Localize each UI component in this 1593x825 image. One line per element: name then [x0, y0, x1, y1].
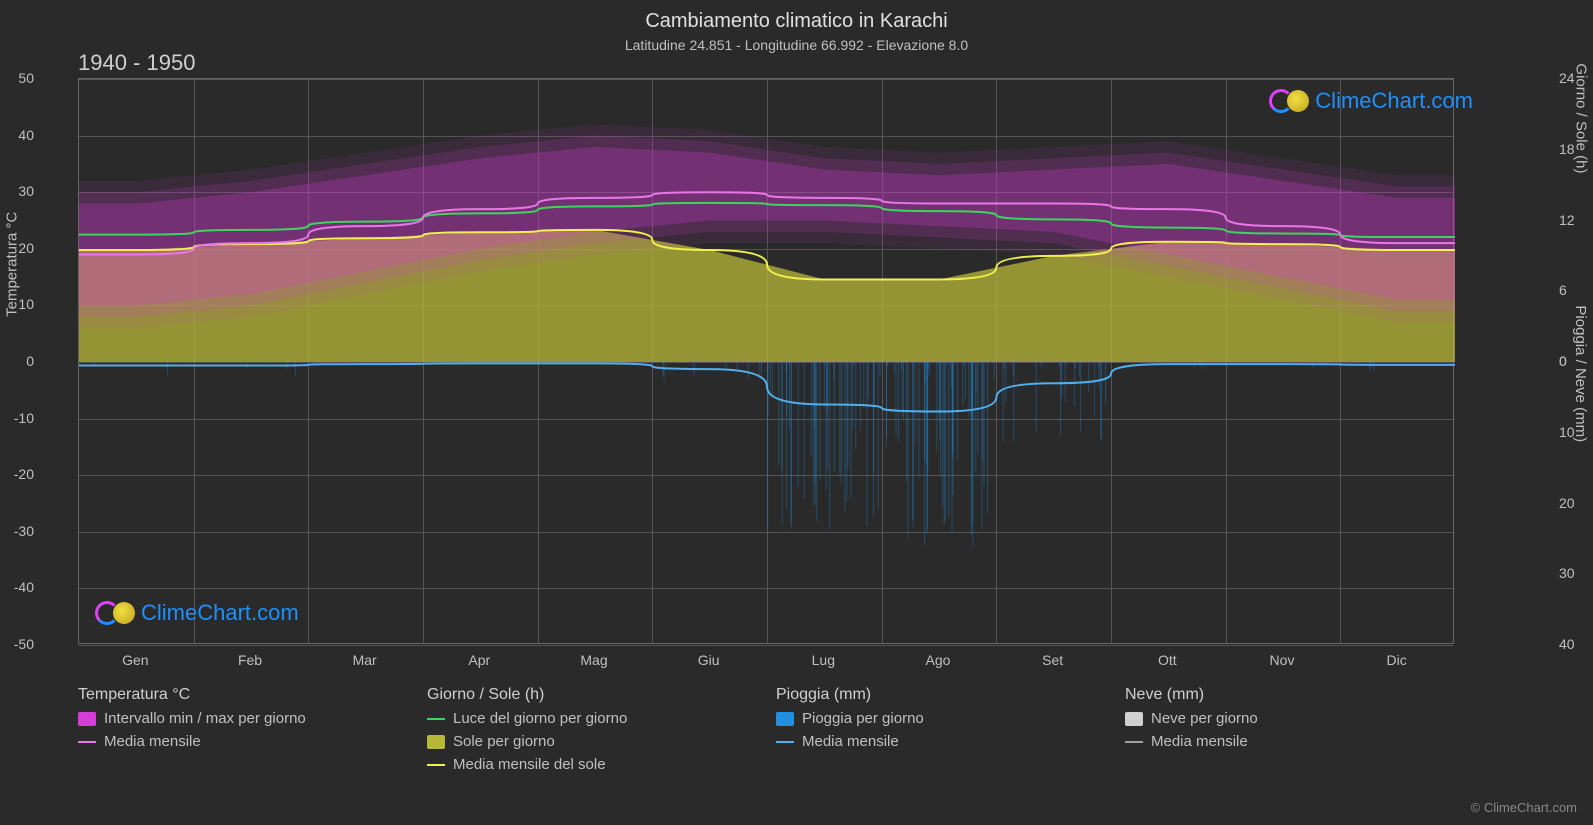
- y-tick-right-top: 24: [1559, 70, 1575, 86]
- year-range-label: 1940 - 1950: [78, 50, 195, 76]
- x-tick-month: Feb: [238, 652, 262, 668]
- y-tick-right-bottom: 40: [1559, 636, 1575, 652]
- legend-item-label: Media mensile: [1151, 733, 1248, 750]
- legend-item-label: Media mensile: [802, 733, 899, 750]
- legend-line-icon: [427, 764, 445, 766]
- x-tick-month: Lug: [812, 652, 835, 668]
- legend-line-icon: [427, 718, 445, 720]
- legend-item: Media mensile: [1125, 733, 1454, 750]
- legend-item-label: Intervallo min / max per giorno: [104, 710, 306, 727]
- watermark-logo: ClimeChart.com: [1269, 88, 1473, 114]
- data-svg: [79, 79, 1453, 643]
- y-tick-right-bottom: 30: [1559, 565, 1575, 581]
- legend-item: Media mensile: [776, 733, 1105, 750]
- y-tick-left: 20: [18, 240, 34, 256]
- legend-line-icon: [1125, 741, 1143, 743]
- legend-item-label: Media mensile del sole: [453, 756, 606, 773]
- x-tick-month: Set: [1042, 652, 1063, 668]
- legend-line-icon: [78, 741, 96, 743]
- y-tick-left: -20: [14, 466, 34, 482]
- legend-item-label: Sole per giorno: [453, 733, 555, 750]
- legend: Temperatura °C Intervallo min / max per g…: [78, 686, 1454, 779]
- x-tick-month: Mag: [580, 652, 607, 668]
- x-tick-month: Gen: [122, 652, 148, 668]
- legend-group-title: Giorno / Sole (h): [427, 686, 756, 704]
- y-tick-right-bottom: 20: [1559, 495, 1575, 511]
- chart-title: Cambiamento climatico in Karachi: [0, 0, 1593, 33]
- y-tick-left: 10: [18, 296, 34, 312]
- legend-group: Giorno / Sole (h) Luce del giorno per gio…: [427, 686, 756, 779]
- y-tick-right-top: 12: [1559, 212, 1575, 228]
- y-tick-left: 0: [26, 353, 34, 369]
- y-tick-left: -10: [14, 410, 34, 426]
- x-tick-month: Mar: [353, 652, 377, 668]
- x-axis: Gen Feb Mar Apr Mag Giu Lug Ago Set Ott Nov Dic: [78, 644, 1454, 674]
- x-tick-month: Ago: [926, 652, 951, 668]
- watermark-text: ClimeChart.com: [1315, 88, 1473, 114]
- legend-item: Neve per giorno: [1125, 710, 1454, 727]
- legend-item: Pioggia per giorno: [776, 710, 1105, 727]
- y-tick-right-top: 6: [1559, 282, 1567, 298]
- legend-group: Neve (mm) Neve per giorno Media mensile: [1125, 686, 1454, 779]
- legend-item: Luce del giorno per giorno: [427, 710, 756, 727]
- x-tick-month: Nov: [1270, 652, 1295, 668]
- x-tick-month: Giu: [698, 652, 720, 668]
- y-tick-left: -50: [14, 636, 34, 652]
- climate-chart: Cambiamento climatico in Karachi Latitud…: [0, 0, 1593, 825]
- legend-item: Media mensile del sole: [427, 756, 756, 773]
- rain-mean-line: [79, 363, 1455, 411]
- legend-group: Temperatura °C Intervallo min / max per g…: [78, 686, 407, 779]
- legend-swatch-icon: [78, 712, 96, 726]
- legend-item: Intervallo min / max per giorno: [78, 710, 407, 727]
- legend-item-label: Luce del giorno per giorno: [453, 710, 627, 727]
- logo-sun-icon: [113, 602, 135, 624]
- x-tick-month: Dic: [1387, 652, 1407, 668]
- watermark-logo: ClimeChart.com: [95, 600, 299, 626]
- legend-item-label: Media mensile: [104, 733, 201, 750]
- plot-area: [78, 78, 1454, 644]
- y-tick-right-bottom: 10: [1559, 424, 1575, 440]
- legend-swatch-icon: [776, 712, 794, 726]
- legend-group-title: Pioggia (mm): [776, 686, 1105, 704]
- y-tick-left: 40: [18, 127, 34, 143]
- legend-item-label: Pioggia per giorno: [802, 710, 924, 727]
- legend-group: Pioggia (mm) Pioggia per giorno Media mens…: [776, 686, 1105, 779]
- x-tick-month: Ott: [1158, 652, 1177, 668]
- legend-group-title: Temperatura °C: [78, 686, 407, 704]
- legend-group-title: Neve (mm): [1125, 686, 1454, 704]
- y-tick-left: 30: [18, 183, 34, 199]
- logo-sun-icon: [1287, 90, 1309, 112]
- watermark-text: ClimeChart.com: [141, 600, 299, 626]
- legend-item: Sole per giorno: [427, 733, 756, 750]
- y-tick-left: -30: [14, 523, 34, 539]
- x-tick-month: Apr: [468, 652, 490, 668]
- chart-subtitle: Latitudine 24.851 - Longitudine 66.992 -…: [0, 33, 1593, 53]
- legend-swatch-icon: [1125, 712, 1143, 726]
- y-axis-right-top-label: Giorno / Sole (h): [1573, 63, 1590, 173]
- copyright-text: © ClimeChart.com: [1471, 800, 1577, 815]
- y-tick-left: -40: [14, 579, 34, 595]
- y-tick-left: 50: [18, 70, 34, 86]
- y-tick-right-bottom: 0: [1559, 353, 1567, 369]
- legend-item: Media mensile: [78, 733, 407, 750]
- legend-swatch-icon: [427, 735, 445, 749]
- y-tick-right-top: 18: [1559, 141, 1575, 157]
- legend-item-label: Neve per giorno: [1151, 710, 1258, 727]
- legend-line-icon: [776, 741, 794, 743]
- y-axis-right-bottom-label: Pioggia / Neve (mm): [1573, 305, 1590, 442]
